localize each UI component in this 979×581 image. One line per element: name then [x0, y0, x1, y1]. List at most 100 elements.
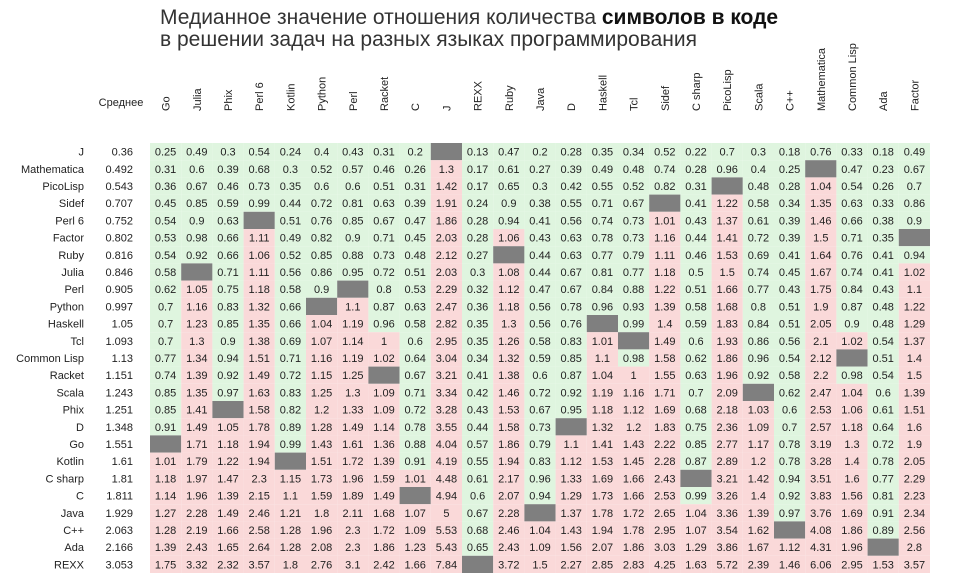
cell-value-label: 0.71	[373, 233, 394, 245]
heatmap-cell	[649, 177, 681, 195]
cell-value-label: 0.28	[560, 147, 581, 159]
cell-value-label: 2.3	[345, 525, 360, 537]
heatmap-cell	[774, 487, 806, 505]
heatmap-cell	[586, 246, 618, 264]
heatmap-cell	[150, 418, 182, 436]
cell-value-label: 1.97	[186, 473, 207, 485]
heatmap-cell	[306, 504, 338, 522]
heatmap-cell	[181, 211, 213, 229]
cell-value-label: 1.86	[623, 542, 644, 554]
cell-value-label: 0.58	[155, 267, 176, 279]
cell-value-label: 0.26	[872, 181, 893, 193]
heatmap-cell	[555, 280, 587, 298]
cell-value-label: 1.32	[248, 301, 269, 313]
cell-value-label: 0.72	[748, 233, 769, 245]
cell-value-label: 0.91	[404, 456, 425, 468]
cell-value-label: 1.62	[748, 525, 769, 537]
row-label: REXX	[54, 559, 85, 571]
heatmap-cell	[711, 435, 743, 453]
cell-value-label: 1.5	[813, 233, 828, 245]
cell-value-label: 1.58	[498, 422, 519, 434]
cell-value-label: 1.04	[841, 387, 862, 399]
heatmap-cell	[774, 211, 806, 229]
heatmap-cell	[462, 229, 494, 247]
cell-value-label: 1.39	[155, 542, 176, 554]
heatmap-cell	[493, 469, 525, 487]
cell-value-label: 0.23	[872, 164, 893, 176]
heatmap-cell	[774, 280, 806, 298]
heatmap-cell	[898, 263, 930, 281]
heatmap-cell	[898, 555, 930, 573]
cell-value-label: 1.09	[748, 422, 769, 434]
heatmap-cell	[430, 538, 462, 556]
heatmap-cell	[618, 418, 650, 436]
cell-value-label: 2.39	[748, 559, 769, 571]
cell-value-label: 0.94	[529, 491, 550, 503]
heatmap-cell	[399, 383, 431, 401]
heatmap-cell	[399, 263, 431, 281]
heatmap-cell	[306, 538, 338, 556]
heatmap-cell	[274, 297, 306, 315]
heatmap-cell	[867, 194, 899, 212]
cell-value-label: 4.94	[436, 491, 457, 503]
heatmap-cell	[462, 521, 494, 539]
cell-value-label: 1.25	[342, 370, 363, 382]
heatmap-cell	[212, 297, 244, 315]
cell-value-label: 0.7	[782, 422, 797, 434]
heatmap-cell	[493, 504, 525, 522]
heatmap-cell	[774, 401, 806, 419]
column-header: C	[410, 103, 422, 111]
cell-value-label: 0.52	[311, 164, 332, 176]
cell-value-label: 3.19	[810, 439, 831, 451]
heatmap-cell	[836, 401, 868, 419]
cell-value-label: 1.53	[872, 559, 893, 571]
cell-value-label: 1.78	[592, 508, 613, 520]
heatmap-cell	[742, 297, 774, 315]
heatmap-cell	[150, 401, 182, 419]
mean-value: 0.752	[105, 215, 133, 227]
cell-value-label: 0.92	[748, 370, 769, 382]
heatmap-cell	[867, 143, 899, 161]
heatmap-cell	[181, 383, 213, 401]
heatmap-cell	[150, 452, 182, 470]
heatmap-cell	[462, 435, 494, 453]
cell-value-label: 0.65	[498, 181, 519, 193]
cell-value-label: 1.65	[217, 542, 238, 554]
heatmap-cell	[618, 521, 650, 539]
cell-value-label: 2.05	[810, 319, 831, 331]
heatmap-cell	[399, 555, 431, 573]
cell-value-label: 0.43	[342, 147, 363, 159]
heatmap-cell	[649, 469, 681, 487]
heatmap-cell	[306, 469, 338, 487]
cell-value-label: 0.99	[623, 319, 644, 331]
cell-value-label: 1.14	[155, 491, 176, 503]
heatmap-cell	[680, 418, 712, 436]
cell-value-label: 0.9	[220, 336, 235, 348]
cell-value-label: 1.05	[217, 422, 238, 434]
cell-value-label: 0.4	[751, 164, 766, 176]
heatmap-cell	[742, 418, 774, 436]
heatmap-cell	[306, 143, 338, 161]
heatmap-cell	[181, 332, 213, 350]
heatmap-cell	[430, 280, 462, 298]
heatmap-cell	[181, 555, 213, 573]
mean-value: 1.61	[112, 456, 133, 468]
heatmap-cell	[150, 504, 182, 522]
cell-value-label: 0.56	[560, 215, 581, 227]
cell-value-label: 0.81	[342, 198, 363, 210]
cell-value-label: 1.04	[592, 370, 613, 382]
heatmap-cell	[774, 315, 806, 333]
cell-value-label: 0.34	[779, 198, 800, 210]
heatmap-cell	[524, 555, 556, 573]
heatmap-cell	[836, 435, 868, 453]
heatmap-cell	[649, 315, 681, 333]
cell-value-label: 1.64	[810, 250, 831, 262]
heatmap-cell	[462, 349, 494, 367]
cell-value-label: 1.66	[623, 473, 644, 485]
cell-value-label: 4.08	[810, 525, 831, 537]
heatmap-cell	[337, 297, 369, 315]
cell-value-label: 1.71	[654, 387, 675, 399]
heatmap-cell	[306, 366, 338, 384]
cell-value-label: 0.72	[872, 439, 893, 451]
heatmap-cell	[711, 194, 743, 212]
